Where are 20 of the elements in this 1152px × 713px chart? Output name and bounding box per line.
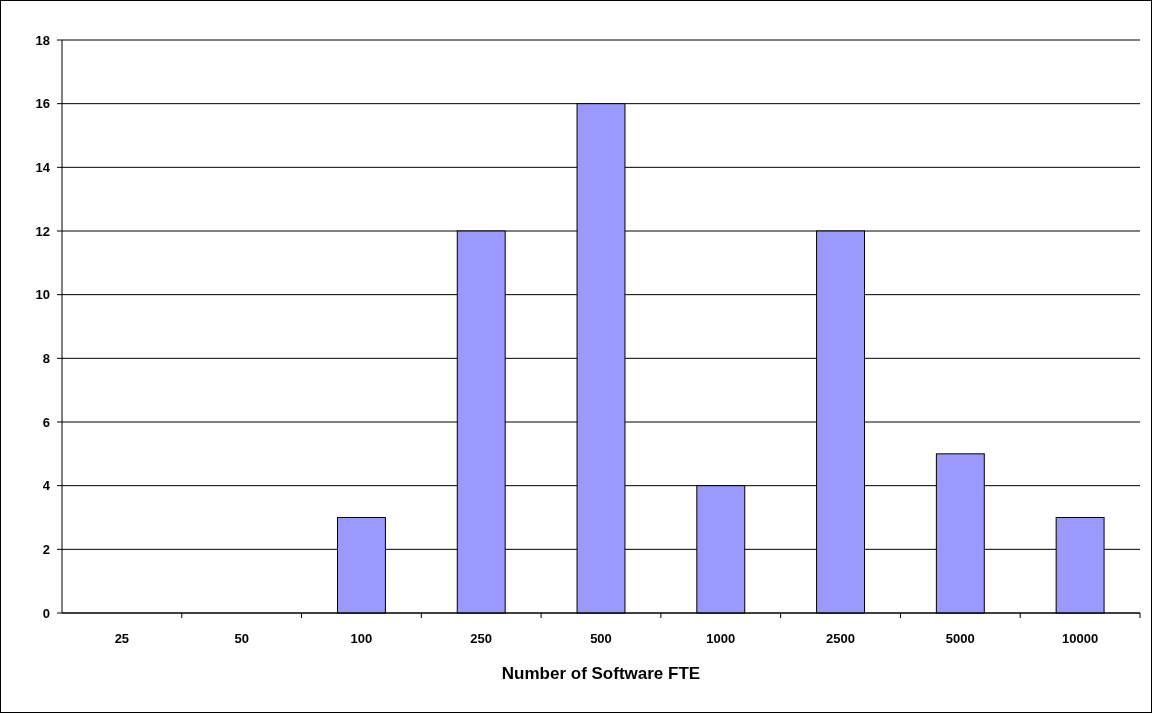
y-tick-label: 6 [42, 414, 50, 430]
y-tick-label: 0 [42, 605, 50, 621]
x-tick-label: 50 [234, 631, 249, 646]
x-axis-title: Number of Software FTE [501, 664, 701, 683]
y-tick-label: 10 [35, 287, 50, 303]
x-tick-label: 100 [350, 631, 373, 646]
y-tick-label: 4 [42, 478, 51, 494]
x-tick-label: 5000 [945, 631, 975, 646]
y-tick-label: 16 [35, 96, 50, 112]
x-tick-label: 500 [590, 631, 612, 646]
x-tick-label: 25 [114, 631, 130, 646]
y-tick-label: 14 [35, 159, 51, 175]
x-tick-label: 250 [470, 631, 493, 646]
x-tick-label: 1000 [706, 631, 736, 646]
y-tick-label: 8 [42, 350, 50, 366]
y-tick-label: 18 [35, 32, 50, 48]
x-tick-label: 2500 [826, 631, 856, 646]
x-tick-label: 10000 [1062, 631, 1099, 646]
y-tick-label: 2 [42, 541, 50, 557]
y-tick-label: 12 [35, 223, 50, 239]
